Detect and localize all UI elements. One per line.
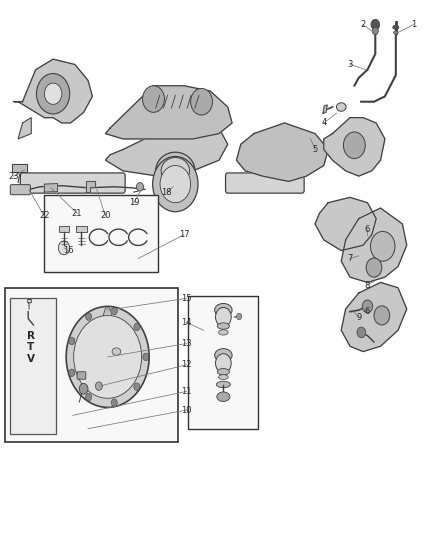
- Ellipse shape: [215, 303, 232, 317]
- Text: 9: 9: [356, 312, 361, 321]
- Polygon shape: [237, 123, 328, 181]
- Text: 4: 4: [321, 118, 326, 127]
- Circle shape: [66, 306, 149, 407]
- Circle shape: [85, 393, 92, 401]
- Circle shape: [374, 306, 390, 325]
- Circle shape: [371, 19, 380, 30]
- Polygon shape: [12, 165, 27, 172]
- Text: 6: 6: [365, 307, 370, 316]
- Text: 19: 19: [129, 198, 139, 207]
- Text: 7: 7: [347, 254, 353, 263]
- FancyBboxPatch shape: [77, 372, 86, 379]
- Bar: [188, 296, 258, 429]
- Text: T: T: [27, 342, 35, 352]
- Bar: [44, 195, 158, 272]
- Polygon shape: [44, 183, 57, 192]
- FancyBboxPatch shape: [11, 184, 30, 195]
- Text: 18: 18: [161, 188, 172, 197]
- Text: 2: 2: [360, 20, 366, 29]
- Circle shape: [143, 86, 164, 112]
- Text: 22: 22: [39, 212, 49, 221]
- Circle shape: [111, 308, 117, 315]
- Ellipse shape: [112, 348, 121, 356]
- Polygon shape: [106, 123, 228, 176]
- Text: 15: 15: [181, 294, 191, 303]
- Circle shape: [137, 182, 144, 191]
- Circle shape: [111, 399, 117, 406]
- Ellipse shape: [217, 392, 230, 401]
- Text: R: R: [27, 330, 35, 341]
- Circle shape: [36, 74, 70, 114]
- Polygon shape: [103, 308, 112, 316]
- Text: 11: 11: [181, 387, 191, 396]
- Text: 10: 10: [181, 406, 191, 415]
- Circle shape: [191, 88, 212, 115]
- Circle shape: [362, 300, 373, 313]
- Text: 17: 17: [179, 230, 189, 239]
- Text: 1: 1: [411, 20, 416, 29]
- Circle shape: [134, 383, 140, 391]
- Text: 13: 13: [181, 339, 191, 348]
- Circle shape: [79, 383, 88, 394]
- Circle shape: [85, 313, 92, 320]
- Text: 14: 14: [181, 318, 191, 327]
- Text: 23: 23: [8, 172, 19, 181]
- Text: V: V: [27, 354, 35, 364]
- FancyBboxPatch shape: [226, 173, 304, 193]
- Ellipse shape: [217, 368, 230, 375]
- Polygon shape: [315, 197, 376, 251]
- Polygon shape: [341, 208, 407, 282]
- Ellipse shape: [161, 158, 190, 184]
- Circle shape: [69, 369, 75, 376]
- Polygon shape: [323, 105, 327, 114]
- Circle shape: [357, 327, 366, 338]
- Ellipse shape: [217, 323, 230, 329]
- Ellipse shape: [219, 330, 228, 335]
- Polygon shape: [86, 181, 95, 191]
- Circle shape: [152, 157, 198, 212]
- Polygon shape: [14, 59, 92, 123]
- Ellipse shape: [215, 349, 232, 362]
- Bar: [11, 298, 56, 434]
- Text: 21: 21: [72, 209, 82, 218]
- Circle shape: [134, 324, 140, 331]
- Polygon shape: [18, 118, 31, 139]
- Circle shape: [215, 354, 231, 373]
- Circle shape: [343, 132, 365, 159]
- Text: 8: 8: [365, 280, 370, 289]
- Ellipse shape: [219, 375, 228, 379]
- Circle shape: [371, 231, 395, 261]
- Ellipse shape: [336, 103, 346, 111]
- Polygon shape: [106, 86, 232, 139]
- Text: 16: 16: [63, 246, 74, 255]
- FancyBboxPatch shape: [20, 173, 125, 193]
- Circle shape: [215, 308, 231, 327]
- Text: 12: 12: [181, 360, 191, 369]
- Circle shape: [58, 241, 70, 255]
- Text: 20: 20: [100, 212, 111, 221]
- Text: 3: 3: [347, 60, 353, 69]
- Circle shape: [53, 235, 75, 261]
- Ellipse shape: [393, 25, 399, 29]
- Circle shape: [366, 258, 382, 277]
- Ellipse shape: [216, 381, 230, 387]
- Polygon shape: [324, 118, 385, 176]
- Circle shape: [143, 353, 149, 361]
- Bar: [5, 288, 177, 442]
- Circle shape: [44, 83, 62, 104]
- Circle shape: [237, 313, 242, 320]
- Text: 6: 6: [365, 225, 370, 234]
- Polygon shape: [341, 282, 407, 352]
- Circle shape: [95, 382, 102, 390]
- Bar: [59, 225, 69, 232]
- Circle shape: [69, 337, 75, 345]
- Bar: [76, 225, 87, 232]
- Circle shape: [372, 27, 378, 35]
- Text: 5: 5: [312, 145, 318, 154]
- Ellipse shape: [155, 152, 195, 189]
- Ellipse shape: [394, 31, 398, 34]
- Circle shape: [160, 165, 191, 203]
- Circle shape: [74, 316, 141, 398]
